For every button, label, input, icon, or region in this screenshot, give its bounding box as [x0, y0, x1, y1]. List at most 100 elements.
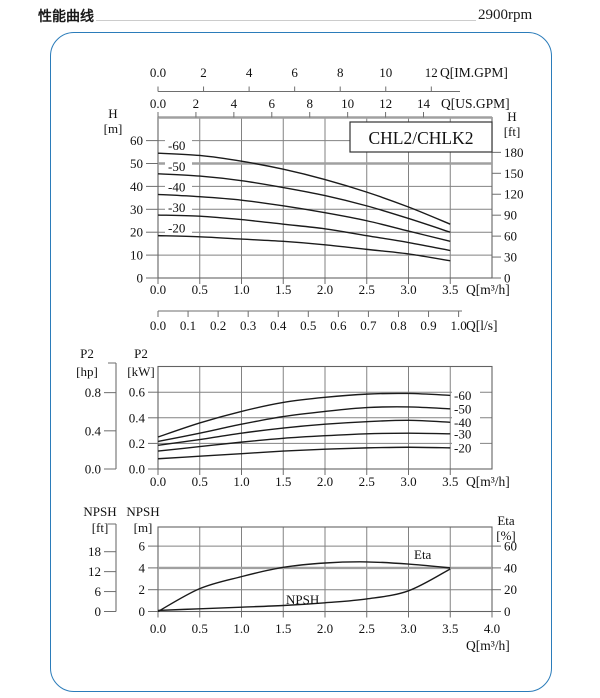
rpm-label: 2900rpm: [478, 7, 533, 23]
h-m-axis-title: H: [108, 106, 117, 121]
h-m-tick-label: 20: [130, 225, 143, 240]
h-ft-tick-label: 60: [504, 229, 517, 244]
us-gpm-tick-label: 4: [231, 96, 238, 111]
npsh-x-tick-label: 0.0: [150, 621, 166, 636]
eta-axis-title: Eta: [497, 513, 515, 528]
model-box-label: CHL2/CHLK2: [369, 128, 474, 148]
us-gpm-tick-label: 12: [379, 96, 392, 111]
eta-tick-label: 60: [504, 539, 517, 554]
power-curve--40: [157, 419, 451, 447]
head-curve-label-bg: [165, 221, 192, 235]
us-gpm-tick-label: 10: [341, 96, 354, 111]
ls-tick-label: 0.0: [150, 318, 166, 333]
eta-axis-unit: [%]: [496, 528, 516, 543]
us-gpm-tick-label: 14: [417, 96, 431, 111]
ls-tick-label: 0.3: [240, 318, 256, 333]
npsh-m-axis-title: NPSH: [126, 504, 159, 519]
p2-kw-tick-label: 0.4: [129, 410, 146, 425]
eta-curve: [157, 561, 451, 613]
power-curve--30: [157, 432, 451, 452]
header-rule: [96, 20, 476, 21]
npsh-m-tick-label: 2: [139, 582, 146, 597]
npsh-ft-axis-title: NPSH: [83, 504, 116, 519]
ls-tick-label: 0.7: [360, 318, 377, 333]
ls-tick-label: 1.0: [450, 318, 466, 333]
npsh-x-tick-label: 3.5: [442, 621, 458, 636]
h-m-tick-label: 40: [130, 179, 143, 194]
im-gpm-tick-label: 12: [425, 65, 438, 80]
h-m-tick-label: 0: [137, 271, 144, 286]
chart-frame-border: [50, 32, 552, 692]
eta-tick-label: 0: [504, 604, 511, 619]
head-curve--50: [157, 173, 451, 233]
power-x-axis-title: Q[m³/h]: [466, 474, 510, 489]
p2-kw-tick-label: 0.6: [129, 385, 146, 400]
power-x-tick-label: 2.5: [359, 474, 375, 489]
head-x-tick-label: 1.0: [233, 282, 249, 297]
npsh-ft-axis-unit: [ft]: [92, 520, 109, 535]
head-x-tick-label: 3.0: [400, 282, 416, 297]
p2-kw-tick-label: 0.2: [129, 436, 145, 451]
ls-tick-label: 0.2: [210, 318, 226, 333]
p2-kw-axis-unit: [kW]: [127, 364, 154, 379]
eta-tick-label: 20: [504, 582, 517, 597]
us-gpm-tick-label: 8: [306, 96, 313, 111]
ls-tick-label: 0.6: [330, 318, 347, 333]
h-ft-tick-label: 0: [504, 271, 511, 286]
us-gpm-axis-title: Q[US.GPM]: [441, 96, 510, 111]
power-x-tick-label: 3.5: [442, 474, 458, 489]
npsh-ft-tick-label: 6: [95, 584, 102, 599]
head-x-tick-label: 2.0: [317, 282, 333, 297]
head-x-tick-label: 0.0: [150, 282, 166, 297]
npsh-ft-tick-label: 0: [95, 604, 102, 619]
npsh-x-tick-label: 2.5: [359, 621, 375, 636]
npsh-x-tick-label: 2.0: [317, 621, 333, 636]
us-gpm-tick-label: 0.0: [150, 96, 166, 111]
head-curve--20: [157, 234, 451, 262]
ls-tick-label: 0.5: [300, 318, 316, 333]
ls-tick-label: 0.1: [180, 318, 196, 333]
im-gpm-tick-label: 4: [246, 65, 253, 80]
npsh-x-tick-label: 0.5: [192, 621, 208, 636]
im-gpm-tick-label: 0.0: [150, 65, 166, 80]
head-curve-label-bg: [165, 180, 192, 194]
power-x-tick-label: 0.0: [150, 474, 166, 489]
p2-kw-axis-title: P2: [134, 346, 148, 361]
head-curve-label: -20: [168, 221, 185, 236]
head-x-tick-label: 1.5: [275, 282, 291, 297]
page-title: 性能曲线: [38, 9, 94, 25]
npsh-x-tick-label: 1.5: [275, 621, 291, 636]
ls-tick-label: 0.8: [390, 318, 406, 333]
ls-tick-label: 0.9: [420, 318, 436, 333]
power-curve-label-bg: [452, 402, 480, 416]
npsh-m-tick-label: 0: [139, 604, 146, 619]
npsh-curve-label: NPSH: [286, 592, 319, 607]
npsh-x-tick-label: 1.0: [233, 621, 249, 636]
power-curve-label: -30: [454, 426, 471, 441]
head-curve-label-bg: [165, 159, 192, 173]
power-x-tick-label: 0.5: [192, 474, 208, 489]
h-ft-tick-label: 150: [504, 166, 524, 181]
h-m-tick-label: 10: [130, 248, 143, 263]
head-x-tick-label: 3.5: [442, 282, 458, 297]
npsh-ft-tick-label: 12: [88, 564, 101, 579]
us-gpm-tick-label: 6: [269, 96, 276, 111]
npsh-m-tick-label: 4: [139, 560, 146, 575]
im-gpm-tick-label: 2: [200, 65, 207, 80]
head-curve--60: [157, 152, 451, 225]
h-m-tick-label: 50: [130, 156, 143, 171]
power-curve-label-bg: [452, 427, 480, 441]
power-curve--20: [157, 446, 451, 460]
head-curve-label-bg: [165, 201, 192, 215]
p2-hp-tick-label: 0.0: [85, 462, 101, 477]
npsh-x-tick-label: 3.0: [400, 621, 416, 636]
eta-curve-label: Eta: [414, 547, 432, 562]
h-m-tick-label: 60: [130, 133, 143, 148]
h-ft-tick-label: 120: [504, 187, 524, 202]
power-curve--60: [157, 392, 451, 438]
h-ft-tick-label: 30: [504, 250, 517, 265]
head-curve-label: -60: [168, 138, 185, 153]
im-gpm-tick-label: 6: [291, 65, 298, 80]
